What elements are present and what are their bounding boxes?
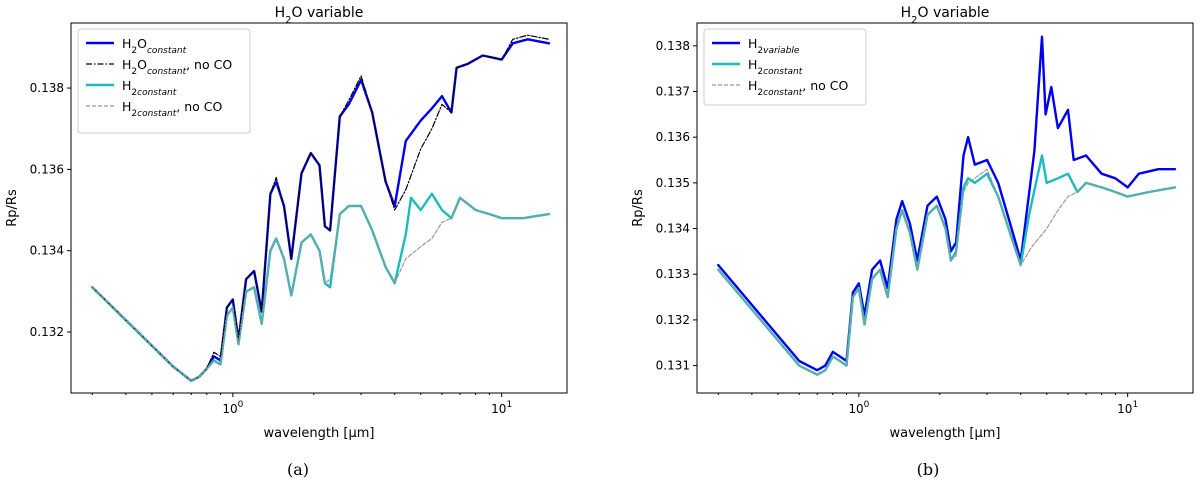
series-group	[91, 34, 551, 382]
legend-label-tail: , no CO	[186, 57, 232, 72]
legend-label-base: H	[122, 78, 131, 93]
y-tick-label: 0.138	[656, 39, 690, 53]
legend-label: H2variable	[748, 36, 800, 56]
x-axis-label: wavelength [μm]	[890, 426, 1001, 441]
y-tick-label: 0.138	[30, 81, 64, 95]
y-tick-label: 0.133	[656, 267, 690, 281]
legend-label: H2Oconstant	[122, 36, 187, 56]
x-tick-base: 10	[1117, 402, 1132, 416]
chart-title: H2O variable	[901, 5, 990, 26]
legend-label-base: H	[122, 57, 131, 72]
plot-frame	[696, 22, 1194, 394]
x-tick-exponent: 1	[1132, 400, 1138, 410]
legend-label: H2Oconstant, no CO	[122, 57, 232, 77]
legend-label-sub: 2	[757, 46, 763, 56]
panel-caption: (b)	[917, 460, 940, 479]
legend-label-base: H	[748, 78, 757, 93]
chart-title: H2O variable	[275, 5, 364, 26]
y-axis-label: Rp/Rs	[5, 189, 20, 227]
chart-title-rest: O variable	[291, 5, 363, 21]
legend-label-sub2: constant	[137, 109, 177, 119]
series-line-h2oconstant-no-co	[91, 34, 550, 382]
panel-b: H2O variable0.1310.1320.1330.1340.1350.1…	[631, 5, 1194, 479]
y-tick-label: 0.131	[656, 359, 690, 373]
legend-label-base: H	[122, 36, 131, 51]
legend-label-base: H	[748, 57, 757, 72]
x-tick-exponent: 0	[864, 400, 870, 410]
legend-label-sub: 2	[131, 46, 137, 56]
legend-label-tail: , no CO	[176, 99, 222, 114]
y-tick-label: 0.136	[656, 130, 690, 144]
x-tick-label: 101	[491, 400, 512, 416]
y-tick-label: 0.137	[656, 85, 690, 99]
x-tick-label: 101	[1117, 400, 1138, 416]
y-tick-label: 0.136	[30, 162, 64, 176]
legend-label-base: H	[122, 99, 131, 114]
legend-label: H2constant, no CO	[748, 78, 848, 98]
legend-label-sub: 2	[757, 67, 763, 77]
legend-label-sub2: constant	[147, 46, 187, 56]
chart-title-subscript: 2	[285, 15, 291, 26]
legend-label: H2constant	[748, 57, 803, 77]
legend-label-tail: , no CO	[802, 78, 848, 93]
legend-label-sub2: constant	[147, 67, 187, 77]
y-axis-label: Rp/Rs	[631, 189, 646, 227]
plot-frame	[70, 22, 568, 394]
y-tick-label: 0.134	[656, 222, 690, 236]
series-line-h2constant-no-co	[717, 168, 1176, 376]
y-tick-label: 0.132	[656, 313, 690, 327]
legend-label: H2constant	[122, 78, 177, 98]
legend-label-sub2: constant	[763, 88, 803, 98]
series-line-h2variable	[717, 35, 1177, 372]
legend-box	[703, 28, 867, 106]
y-tick-label: 0.135	[656, 176, 690, 190]
x-tick-label: 100	[848, 400, 869, 416]
x-tick-exponent: 1	[506, 400, 512, 410]
x-tick-label: 100	[222, 400, 243, 416]
y-tick-label: 0.134	[30, 244, 64, 258]
legend-label-sub: 2	[131, 109, 137, 119]
chart-title-rest: O variable	[917, 5, 989, 21]
series-line-h2constant	[717, 154, 1177, 376]
legend-label-sub: 2	[131, 67, 137, 77]
legend-box	[77, 28, 251, 134]
y-tick-label: 0.132	[30, 325, 64, 339]
series-group	[717, 35, 1177, 376]
legend-label-sub2: constant	[763, 67, 803, 77]
legend-label-base: H	[748, 36, 757, 51]
chart-title-base: H	[901, 5, 912, 21]
legend-label-sub: 2	[757, 88, 763, 98]
chart-title-subscript: 2	[911, 15, 917, 26]
x-tick-base: 10	[848, 402, 863, 416]
series-line-h2constant	[91, 192, 551, 382]
legend-label-mid: O	[137, 36, 147, 51]
x-tick-exponent: 0	[238, 400, 244, 410]
x-tick-base: 10	[491, 402, 506, 416]
panel-caption: (a)	[287, 460, 309, 479]
legend-label-sub2: variable	[763, 46, 800, 56]
x-tick-base: 10	[222, 402, 237, 416]
legend-label-sub2: constant	[137, 88, 177, 98]
chart-title-base: H	[275, 5, 286, 21]
legend-label-mid: O	[137, 57, 147, 72]
legend-label-sub: 2	[131, 88, 137, 98]
legend-label: H2constant, no CO	[122, 99, 222, 119]
x-axis-label: wavelength [μm]	[264, 426, 375, 441]
series-line-h2constant-no-co	[91, 197, 550, 382]
